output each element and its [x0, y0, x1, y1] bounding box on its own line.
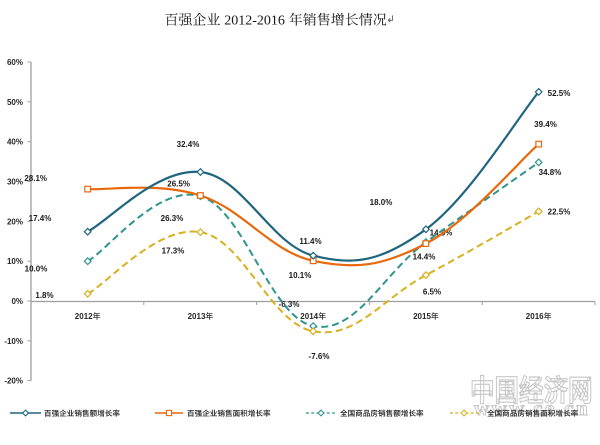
svg-text:30%: 30%	[7, 178, 23, 187]
svg-text:10%: 10%	[7, 257, 23, 266]
svg-text:11.4%: 11.4%	[299, 237, 321, 246]
svg-text:2015: 2015	[413, 312, 431, 321]
svg-text:60%: 60%	[7, 58, 23, 67]
svg-text:1.8%: 1.8%	[35, 291, 53, 300]
svg-text:0%: 0%	[11, 297, 23, 306]
svg-text:-6.3%: -6.3%	[279, 300, 300, 309]
svg-text:-7.6%: -7.6%	[309, 352, 330, 361]
svg-text:-20%: -20%	[4, 377, 23, 386]
svg-text:20%: 20%	[7, 217, 23, 226]
svg-text:2016: 2016	[526, 312, 544, 321]
svg-text:14.8%: 14.8%	[430, 229, 453, 238]
svg-text:26.3%: 26.3%	[161, 214, 184, 223]
svg-text:2012-2016: 2012-2016	[224, 14, 285, 29]
svg-text:32.4%: 32.4%	[177, 140, 200, 149]
svg-text:50%: 50%	[7, 98, 23, 107]
svg-text:10.1%: 10.1%	[289, 271, 312, 280]
svg-text:28.1%: 28.1%	[24, 174, 47, 183]
svg-text:10.0%: 10.0%	[25, 265, 48, 274]
svg-text:2012: 2012	[75, 312, 93, 321]
svg-text:14.4%: 14.4%	[413, 253, 436, 262]
svg-text:17.4%: 17.4%	[29, 214, 52, 223]
svg-text:40%: 40%	[7, 138, 23, 147]
svg-text:18.0%: 18.0%	[370, 198, 393, 207]
svg-text:2014: 2014	[300, 312, 318, 321]
svg-text:17.3%: 17.3%	[162, 247, 185, 256]
svg-text:2013: 2013	[188, 312, 206, 321]
svg-text:22.5%: 22.5%	[548, 208, 571, 217]
svg-text:52.5%: 52.5%	[548, 89, 571, 98]
svg-text:-10%: -10%	[4, 337, 23, 346]
svg-text:6.5%: 6.5%	[423, 288, 441, 297]
svg-text:39.4%: 39.4%	[534, 120, 557, 129]
svg-text:34.8%: 34.8%	[539, 168, 562, 177]
svg-text:26.5%: 26.5%	[167, 180, 190, 189]
